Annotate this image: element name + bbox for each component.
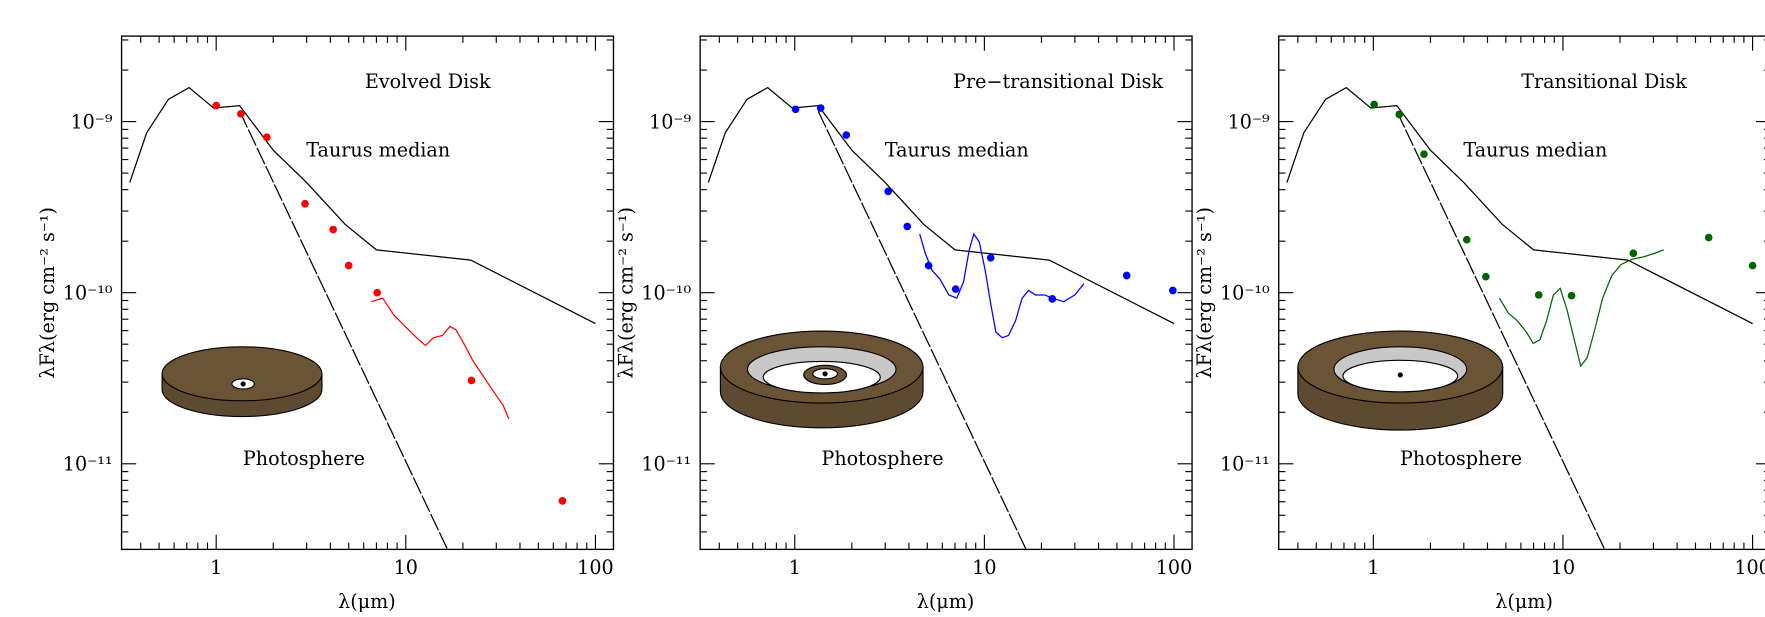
pre-transitional-disk-illustration	[719, 330, 924, 429]
y-tick-label: 10⁻¹¹	[641, 453, 691, 476]
data-point	[1169, 286, 1177, 295]
panel: 1 10 100 10⁻¹¹ 10⁻¹⁰ 10⁻⁹ Evolved Disk λ(μm) λFλ…	[36, 35, 615, 613]
data-point	[842, 131, 851, 139]
y-tick-label: 10⁻¹¹	[63, 453, 113, 476]
data-point	[373, 288, 381, 297]
data-point	[903, 222, 912, 231]
y-tick-label: 10⁻¹⁰	[641, 281, 691, 304]
y-tick-label: 10⁻⁹	[649, 110, 691, 133]
y-tick-label: 10⁻¹⁰	[1220, 281, 1270, 304]
data-point	[1370, 100, 1378, 109]
x-axis-label: λ(μm)	[338, 590, 396, 613]
panel-title: Evolved Disk	[365, 70, 491, 93]
y-axis-label: λFλ(erg cm⁻² s⁻¹)	[36, 207, 59, 378]
data-point	[816, 104, 825, 112]
data-point	[1748, 261, 1757, 270]
data-point	[467, 376, 476, 385]
data-point	[1462, 235, 1471, 244]
plot-area	[707, 86, 1177, 549]
plot-area	[1286, 86, 1757, 549]
series-label: Taurus median	[306, 139, 450, 162]
data-point	[884, 187, 893, 196]
series-label: Taurus median	[1463, 139, 1607, 162]
data-point	[237, 110, 245, 118]
plot-frame	[120, 35, 615, 551]
data-point	[263, 133, 271, 142]
series-label: Taurus median	[885, 139, 1029, 162]
panel: 1 10 100 10⁻¹¹ 10⁻¹⁰ 10⁻⁹ Transitional Disk λ(μ…	[1193, 35, 1765, 613]
x-axis-label: λ(μm)	[1495, 590, 1553, 613]
data-point	[344, 261, 353, 270]
series-line	[129, 86, 596, 325]
series-line	[707, 86, 1175, 325]
x-axis-label: λ(μm)	[917, 590, 975, 613]
x-tick-label: 100	[1156, 556, 1193, 579]
panel: 1 10 100 10⁻¹¹ 10⁻¹⁰ 10⁻⁹ Pre−transitional Dis…	[615, 35, 1193, 613]
evolved-disk-illustration	[161, 346, 323, 418]
data-point	[1567, 291, 1576, 300]
x-tick-label: 10	[1551, 556, 1575, 579]
series-line	[239, 110, 448, 549]
panel-title: Pre−transitional Disk	[953, 70, 1163, 93]
data-point	[1420, 150, 1428, 159]
x-tick-label: 100	[1734, 556, 1765, 579]
x-tick-label: 1	[210, 556, 222, 579]
data-point	[301, 199, 309, 208]
plot-area	[129, 86, 596, 549]
series-line	[919, 232, 1085, 339]
x-tick-label: 10	[394, 556, 418, 579]
x-tick-label: 100	[577, 556, 614, 579]
data-point	[1534, 291, 1543, 299]
data-point	[951, 285, 960, 293]
data-point	[1629, 249, 1638, 258]
data-point	[791, 105, 800, 114]
data-point	[212, 101, 221, 110]
data-point	[1395, 110, 1404, 119]
data-point	[986, 253, 995, 262]
y-axis-label: λFλ(erg cm⁻² s⁻¹)	[615, 207, 638, 378]
data-point	[329, 225, 338, 234]
series-line	[1498, 249, 1664, 368]
series-line	[371, 297, 510, 420]
plot-frame	[699, 35, 1193, 551]
data-point	[558, 497, 567, 505]
transitional-disk-illustration	[1297, 330, 1504, 431]
series-label: Photosphere	[821, 447, 943, 470]
series-line	[1396, 110, 1605, 549]
series-label: Photosphere	[1400, 447, 1522, 470]
series-line	[1286, 86, 1753, 325]
y-axis-label: λFλ(erg cm⁻² s⁻¹)	[1193, 207, 1216, 378]
y-tick-label: 10⁻⁹	[1228, 110, 1270, 133]
y-tick-label: 10⁻⁹	[70, 110, 112, 133]
x-tick-label: 1	[1367, 556, 1379, 579]
data-point	[1482, 272, 1490, 281]
panel-title: Transitional Disk	[1521, 70, 1687, 93]
x-tick-label: 10	[972, 556, 996, 579]
series-line	[817, 110, 1027, 549]
data-point	[1704, 233, 1713, 242]
series-label: Photosphere	[243, 447, 365, 470]
y-tick-label: 10⁻¹¹	[1220, 453, 1270, 476]
data-point	[1122, 271, 1131, 280]
y-tick-label: 10⁻¹⁰	[63, 281, 113, 304]
x-tick-label: 1	[789, 556, 801, 579]
